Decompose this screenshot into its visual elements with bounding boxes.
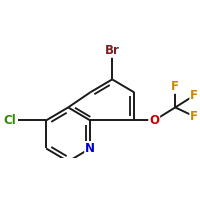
Text: F: F <box>190 110 198 123</box>
Text: F: F <box>190 89 198 102</box>
Text: N: N <box>85 142 95 155</box>
Text: F: F <box>190 110 198 123</box>
Text: F: F <box>171 80 179 93</box>
Text: F: F <box>171 80 179 93</box>
Text: Br: Br <box>105 44 120 57</box>
Text: O: O <box>149 114 159 127</box>
Text: Cl: Cl <box>4 114 17 127</box>
Text: F: F <box>190 89 198 102</box>
Text: N: N <box>85 142 95 155</box>
Text: Cl: Cl <box>4 114 17 127</box>
Text: Br: Br <box>105 44 120 57</box>
Text: O: O <box>149 114 159 127</box>
